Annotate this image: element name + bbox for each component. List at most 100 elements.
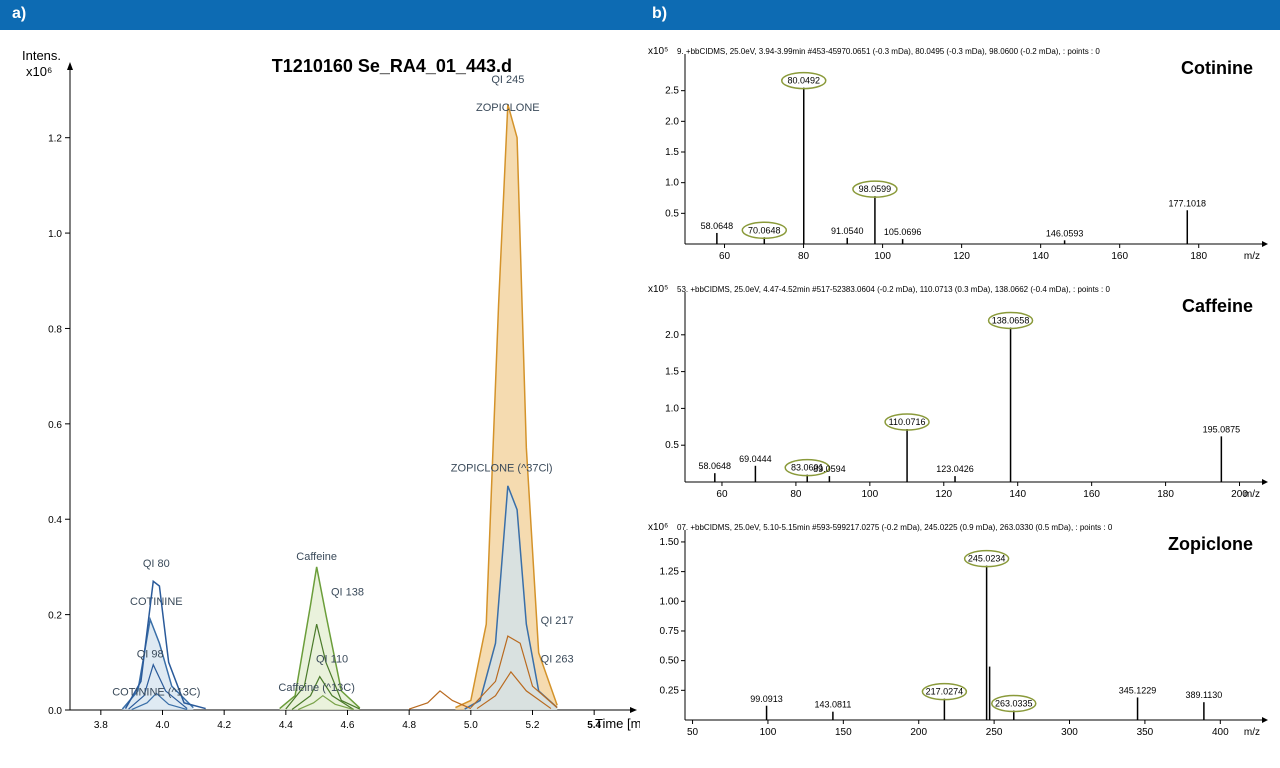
svg-text:180: 180 bbox=[1190, 251, 1207, 262]
ms-panel-caffeine: 0.511.526080100120140160180200m/zx10⁵53.… bbox=[640, 278, 1270, 510]
svg-text:1.2: 1.2 bbox=[48, 134, 62, 145]
svg-text:Cotinine: Cotinine bbox=[1181, 58, 1253, 78]
chromatogram-svg: 0.00.20.40.60.81.01.23.84.04.24.44.64.85… bbox=[0, 30, 640, 760]
svg-text:120: 120 bbox=[935, 489, 952, 500]
svg-text:0.25: 0.25 bbox=[660, 685, 680, 696]
svg-text:123.0426: 123.0426 bbox=[936, 464, 974, 474]
svg-text:300: 300 bbox=[1061, 727, 1078, 738]
svg-text:99.0913: 99.0913 bbox=[750, 694, 783, 704]
svg-text:180: 180 bbox=[1157, 489, 1174, 500]
svg-text:0.2: 0.2 bbox=[48, 611, 62, 622]
svg-text:400: 400 bbox=[1212, 727, 1229, 738]
svg-text:4.4: 4.4 bbox=[279, 720, 293, 731]
svg-text:350: 350 bbox=[1137, 727, 1154, 738]
svg-text:100: 100 bbox=[874, 251, 891, 262]
svg-text:QI 138: QI 138 bbox=[331, 587, 364, 599]
svg-text:1.0: 1.0 bbox=[48, 229, 62, 240]
svg-text:177.1018: 177.1018 bbox=[1168, 198, 1206, 208]
svg-text:4.8: 4.8 bbox=[402, 720, 416, 731]
svg-text:53. +bbCIDMS, 25.0eV, 4.47-4: 53. +bbCIDMS, 25.0eV, 4.47-4.52min #517-… bbox=[677, 285, 1110, 294]
svg-text:89.0594: 89.0594 bbox=[813, 464, 846, 474]
svg-text:100: 100 bbox=[760, 727, 777, 738]
svg-text:60: 60 bbox=[716, 489, 728, 500]
svg-text:QI 245: QI 245 bbox=[491, 74, 524, 86]
svg-text:110.0716: 110.0716 bbox=[889, 417, 926, 427]
svg-text:5.2: 5.2 bbox=[526, 720, 540, 731]
svg-text:345.1229: 345.1229 bbox=[1119, 685, 1157, 695]
svg-text:138.0658: 138.0658 bbox=[992, 315, 1030, 325]
svg-text:245.0234: 245.0234 bbox=[968, 554, 1006, 564]
svg-text:Time [min]: Time [min] bbox=[595, 716, 640, 731]
svg-text:80: 80 bbox=[790, 489, 802, 500]
svg-text:x10⁵: x10⁵ bbox=[648, 46, 668, 57]
svg-text:200: 200 bbox=[910, 727, 927, 738]
svg-text:1.0: 1.0 bbox=[665, 403, 679, 414]
svg-text:QI 98: QI 98 bbox=[137, 649, 164, 661]
svg-text:160: 160 bbox=[1111, 251, 1128, 262]
svg-text:0.4: 0.4 bbox=[48, 515, 62, 526]
svg-text:Intens.: Intens. bbox=[22, 48, 61, 63]
chromatogram-panel: 0.00.20.40.60.81.01.23.84.04.24.44.64.85… bbox=[0, 30, 640, 768]
svg-text:3.8: 3.8 bbox=[94, 720, 108, 731]
svg-text:m/z: m/z bbox=[1244, 251, 1260, 262]
svg-text:QI 263: QI 263 bbox=[541, 653, 574, 665]
svg-text:4.6: 4.6 bbox=[341, 720, 355, 731]
svg-text:m/z: m/z bbox=[1244, 727, 1260, 738]
svg-text:1.25: 1.25 bbox=[660, 567, 680, 578]
svg-text:0.75: 0.75 bbox=[660, 626, 680, 637]
svg-text:150: 150 bbox=[835, 727, 852, 738]
ms-panel-cotinine: 0.511.522.56080100120140160180m/zx10⁵9. … bbox=[640, 40, 1270, 272]
content: 0.00.20.40.60.81.01.23.84.04.24.44.64.85… bbox=[0, 30, 1280, 768]
svg-text:QI 217: QI 217 bbox=[541, 615, 574, 627]
svg-text:217.0274: 217.0274 bbox=[926, 687, 964, 697]
svg-text:250: 250 bbox=[986, 727, 1003, 738]
svg-text:69.0444: 69.0444 bbox=[739, 454, 772, 464]
svg-text:100: 100 bbox=[861, 489, 878, 500]
svg-text:Caffeine (^13C): Caffeine (^13C) bbox=[278, 682, 355, 694]
svg-text:1.0: 1.0 bbox=[665, 178, 679, 189]
svg-text:58.0648: 58.0648 bbox=[701, 221, 734, 231]
svg-text:91.0540: 91.0540 bbox=[831, 226, 864, 236]
svg-text:4.0: 4.0 bbox=[156, 720, 170, 731]
svg-text:140: 140 bbox=[1032, 251, 1049, 262]
svg-text:QI 80: QI 80 bbox=[143, 558, 170, 570]
svg-text:Caffeine: Caffeine bbox=[1182, 296, 1253, 316]
svg-text:QI 110: QI 110 bbox=[316, 653, 348, 665]
svg-text:143.0811: 143.0811 bbox=[814, 700, 851, 710]
ms-panels: 0.511.522.56080100120140160180m/zx10⁵9. … bbox=[640, 30, 1280, 768]
svg-text:195.0875: 195.0875 bbox=[1203, 424, 1241, 434]
svg-text:m/z: m/z bbox=[1244, 489, 1260, 500]
svg-text:50: 50 bbox=[687, 727, 699, 738]
svg-text:1.5: 1.5 bbox=[665, 367, 679, 378]
svg-text:x10⁶: x10⁶ bbox=[648, 522, 668, 533]
svg-text:9. +bbCIDMS, 25.0eV, 3.94-3: 9. +bbCIDMS, 25.0eV, 3.94-3.99min #453-4… bbox=[677, 47, 1100, 56]
svg-text:1.00: 1.00 bbox=[660, 596, 680, 607]
svg-text:160: 160 bbox=[1083, 489, 1100, 500]
svg-text:2.0: 2.0 bbox=[665, 330, 679, 341]
svg-text:07. +bbCIDMS, 25.0eV, 5.10-5: 07. +bbCIDMS, 25.0eV, 5.10-5.15min #593-… bbox=[677, 523, 1113, 532]
svg-text:1.50: 1.50 bbox=[660, 537, 680, 548]
svg-text:4.2: 4.2 bbox=[217, 720, 231, 731]
svg-text:2.5: 2.5 bbox=[665, 86, 679, 97]
svg-text:120: 120 bbox=[953, 251, 970, 262]
svg-text:389.1130: 389.1130 bbox=[1185, 690, 1222, 700]
svg-text:5.0: 5.0 bbox=[464, 720, 478, 731]
svg-text:140: 140 bbox=[1009, 489, 1026, 500]
svg-text:0.6: 0.6 bbox=[48, 420, 62, 431]
svg-text:80.0492: 80.0492 bbox=[787, 76, 820, 86]
header-a: a) bbox=[0, 0, 640, 30]
svg-text:105.0696: 105.0696 bbox=[884, 227, 922, 237]
svg-text:60: 60 bbox=[719, 251, 731, 262]
svg-text:146.0593: 146.0593 bbox=[1046, 228, 1084, 238]
svg-text:70.0648: 70.0648 bbox=[748, 225, 781, 235]
svg-text:Zopiclone: Zopiclone bbox=[1168, 534, 1253, 554]
svg-text:0.5: 0.5 bbox=[665, 440, 679, 451]
svg-text:0.8: 0.8 bbox=[48, 324, 62, 335]
panel-header: a) b) bbox=[0, 0, 1280, 30]
svg-text:T1210160 Se_RA4_01_443.d: T1210160 Se_RA4_01_443.d bbox=[272, 56, 512, 76]
svg-text:0.5: 0.5 bbox=[665, 208, 679, 219]
svg-text:COTININE (^13C): COTININE (^13C) bbox=[112, 687, 200, 699]
svg-text:ZOPICLONE: ZOPICLONE bbox=[476, 102, 540, 114]
svg-text:Caffeine: Caffeine bbox=[296, 551, 337, 563]
svg-text:98.0599: 98.0599 bbox=[859, 184, 892, 194]
